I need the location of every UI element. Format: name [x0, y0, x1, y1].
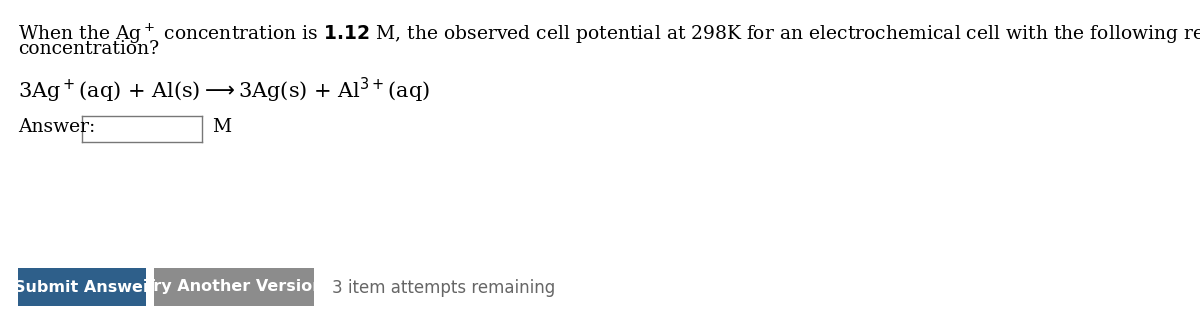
Text: Submit Answer: Submit Answer	[13, 279, 150, 294]
Text: 3Ag$^+$(aq) + Al(s)$\longrightarrow$3Ag(s) + Al$^{3+}$(aq): 3Ag$^+$(aq) + Al(s)$\longrightarrow$3Ag(…	[18, 76, 430, 105]
Text: Try Another Version: Try Another Version	[144, 279, 324, 294]
Text: M: M	[212, 118, 232, 136]
Text: concentration?: concentration?	[18, 40, 160, 58]
Text: 3 item attempts remaining: 3 item attempts remaining	[332, 279, 556, 297]
Text: When the Ag$^+$ concentration is $\mathbf{1.12}$ M, the observed cell potential : When the Ag$^+$ concentration is $\mathb…	[18, 20, 1200, 46]
Text: Answer:: Answer:	[18, 118, 95, 136]
